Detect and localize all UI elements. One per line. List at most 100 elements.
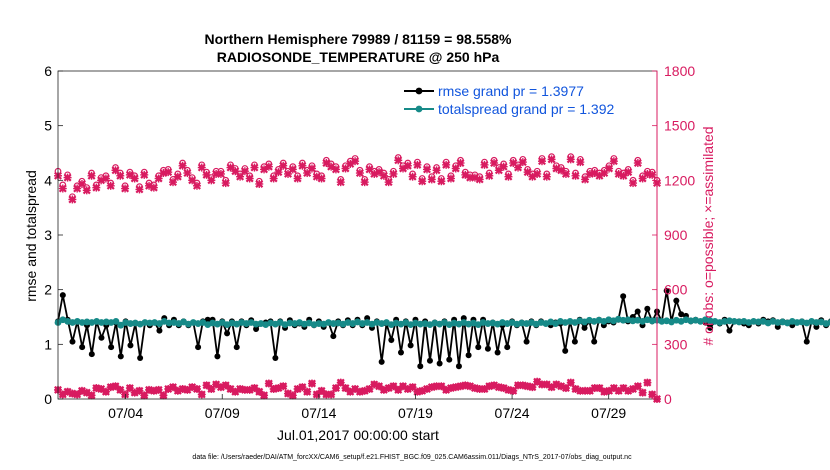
y-left-tick-label: 3: [44, 227, 52, 243]
totalspread-points: [54, 315, 830, 329]
obs-assimilated-marker: [480, 160, 489, 169]
obs-assimilated-marker: [633, 159, 642, 168]
obs-assimilated-marker: [633, 382, 642, 391]
obs-assimilated-marker: [389, 169, 398, 178]
obs-assimilated-marker: [437, 177, 446, 186]
obs-assimilated-marker: [288, 391, 297, 400]
obs-assimilated-marker: [116, 171, 125, 180]
legend-marker-sample: [415, 105, 423, 113]
rmse-point: [455, 363, 462, 370]
rmse-point: [571, 338, 578, 345]
rmse-point: [562, 347, 569, 354]
x-tick-label: 07/24: [495, 405, 530, 421]
rmse-point: [707, 324, 714, 331]
axes: 0 1 2 3 4 5 6 0 300 600 900 1200 1500 1800 07/04 07/09 0…: [44, 63, 695, 421]
rmse-point: [59, 292, 66, 299]
rmse-point: [634, 308, 641, 315]
obs-assimilated-marker: [327, 390, 336, 399]
obs-assimilated-marker: [571, 171, 580, 180]
obs-assimilated-marker: [648, 170, 657, 179]
x-axis-label: Jul.01,2017 00:00:00 start: [277, 427, 439, 443]
rmse-point: [98, 334, 105, 341]
obs-assimilated-marker: [576, 158, 585, 167]
obs-assimilated-marker: [298, 161, 307, 170]
rmse-point: [446, 356, 453, 363]
rmse-point: [127, 342, 134, 349]
obs-assimilated-marker: [317, 174, 326, 183]
obs-assimilated-marker: [121, 390, 130, 399]
obs-assimilated-marker: [533, 169, 542, 178]
obs-assimilated-marker: [475, 175, 484, 184]
obs-assimilated-marker: [408, 172, 417, 181]
obs-assimilated-marker: [183, 169, 192, 178]
chart-title-line-1: Northern Hemisphere 79989 / 81159 = 98.5…: [204, 31, 512, 47]
rmse-point: [494, 349, 501, 356]
plot-area: [58, 71, 657, 399]
y-right-tick-label: 300: [664, 336, 688, 352]
obs-assimilated-marker: [87, 391, 96, 400]
rmse-point: [663, 287, 670, 294]
obs-assimilated-marker: [566, 378, 575, 387]
y-left-tick-label: 1: [44, 336, 52, 352]
obs-assimilated-marker: [159, 391, 168, 400]
obs-assimilated-marker: [394, 156, 403, 165]
obs-assimilated-marker: [106, 181, 115, 190]
x-tick-label: 07/29: [591, 405, 626, 421]
obs-assimilated-marker: [245, 174, 254, 183]
y-right-tick-label: 1200: [664, 172, 695, 188]
obs-assimilated-marker: [629, 179, 638, 188]
obs-assimilated-marker: [537, 157, 546, 166]
obs-assimilated-marker: [504, 172, 513, 181]
obs-assimilated-marker: [178, 161, 187, 170]
rmse-point: [726, 327, 733, 334]
rmse-point: [388, 336, 395, 343]
obs-assimilated-marker: [197, 390, 206, 399]
obs-assimilated-marker: [307, 164, 316, 173]
y-right-tick-label: 1800: [664, 63, 695, 79]
obs-assimilated-marker: [485, 171, 494, 180]
rmse-point: [407, 342, 414, 349]
chart-title-line-2: RADIOSONDE_TEMPERATURE @ 250 hPa: [217, 49, 500, 65]
obs-assimilated-marker: [274, 168, 283, 177]
obs-assimilated-marker: [101, 174, 110, 183]
obs-assimilated-marker: [58, 184, 67, 193]
legend-entry-0: rmse grand pr = 1.3977: [438, 83, 584, 99]
y-right-tick-label: 600: [664, 282, 688, 298]
rmse-point: [195, 344, 202, 351]
obs-assimilated-marker: [197, 163, 206, 172]
obs-assimilated-marker: [240, 167, 249, 176]
x-tick-label: 07/19: [398, 405, 433, 421]
obs-assimilated-marker: [164, 168, 173, 177]
obs-assimilated-marker: [149, 183, 158, 192]
obs-assimilated-marker: [456, 159, 465, 168]
obs-assimilated-marker: [77, 179, 86, 188]
x-tick-label: 07/09: [205, 405, 240, 421]
y-right-tick-label: 1500: [664, 118, 695, 134]
obs-assimilated-marker: [403, 161, 412, 170]
obs-assimilated-marker: [422, 165, 431, 174]
obs-assimilated-marker: [216, 169, 225, 178]
obs-assimilated-marker: [92, 183, 101, 192]
obs-assimilated-marker: [173, 172, 182, 181]
obs-assimilated-marker: [307, 379, 316, 388]
rmse-point: [673, 297, 680, 304]
rmse-point: [79, 344, 86, 351]
rmse-point: [581, 324, 588, 331]
rmse-point: [591, 338, 598, 345]
rmse-point: [426, 357, 433, 364]
obs-assimilated-marker: [418, 177, 427, 186]
obs-assimilated-marker: [351, 157, 360, 166]
rmse-point: [117, 353, 124, 360]
obs-assimilated-marker: [542, 172, 551, 181]
obs-assimilated-marker: [303, 387, 312, 396]
obs-assimilated-marker: [279, 382, 288, 391]
y-right-tick-label: 900: [664, 227, 688, 243]
rmse-point: [272, 355, 279, 361]
legend: rmse grand pr = 1.3977 totalspread grand …: [398, 80, 652, 118]
obs-assimilated-marker: [140, 170, 149, 179]
obs-assimilated-marker: [87, 171, 96, 180]
totalspread-point: [827, 319, 830, 326]
rmse-point: [523, 338, 530, 345]
y-right-tick-label: 0: [664, 391, 672, 407]
